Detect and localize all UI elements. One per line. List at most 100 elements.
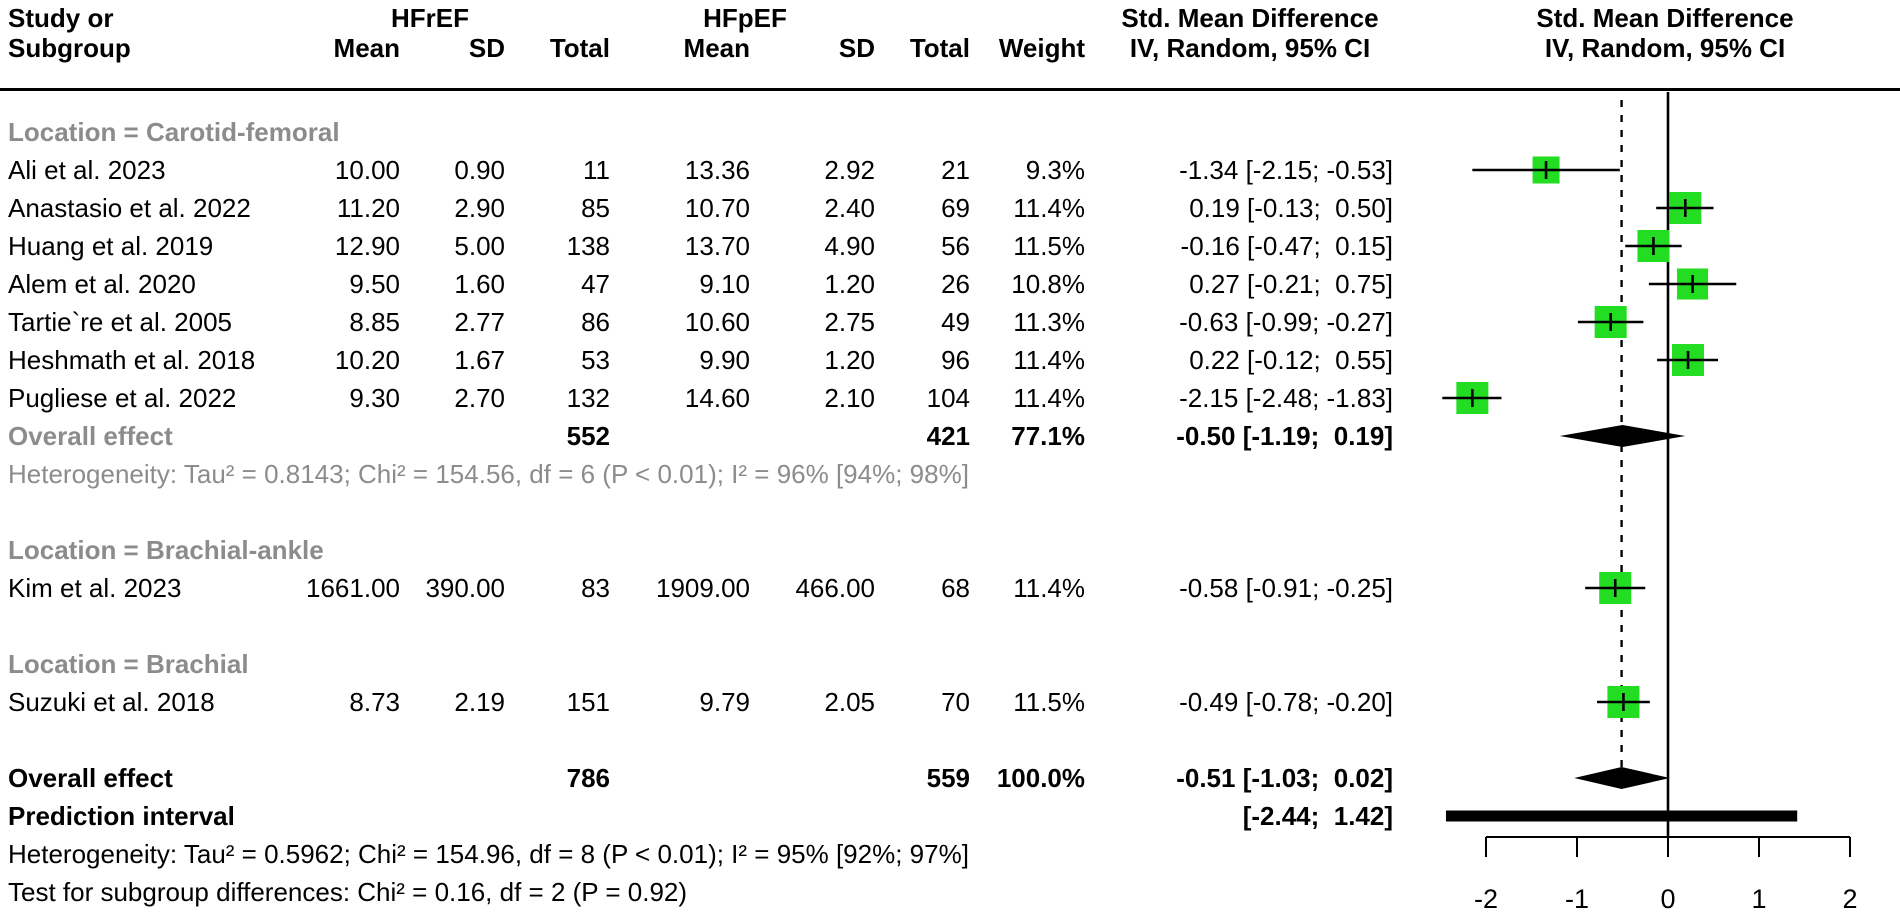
- cell-n2: 96: [941, 345, 970, 375]
- header-group-hfref: HFrEF: [391, 3, 469, 33]
- summary-diamond: [1574, 767, 1670, 789]
- cell-mean2: 9.79: [699, 687, 750, 717]
- cell-weight: 11.4%: [1013, 193, 1085, 223]
- cell-smd_text: 0.19 [-0.13; 0.50]: [1189, 193, 1393, 223]
- cell-sd1: 0.90: [454, 155, 505, 185]
- cell-weight: 11.4%: [1013, 345, 1085, 375]
- cell-weight: 11.4%: [1013, 573, 1085, 603]
- x-axis-tick-label: 1: [1751, 884, 1766, 914]
- table-row: Location = Brachial-ankle: [0, 531, 1900, 569]
- table-row: Location = Brachial: [0, 645, 1900, 683]
- header-mean2: Mean: [683, 33, 750, 63]
- table-row: Location = Carotid-femoral: [0, 113, 1900, 151]
- table-row: Alem et al. 2020 9.50 1.60 47 9.10 1.20 26 10.8…: [0, 265, 1900, 303]
- cell-smd_text: -0.51 [-1.03; 0.02]: [1176, 763, 1393, 793]
- x-axis-tick-label: -2: [1474, 884, 1498, 914]
- table-row: Ali et al. 2023 10.00 0.90 11 13.36 2.92 21 9.3…: [0, 151, 1900, 189]
- cell-weight: 11.3%: [1013, 307, 1085, 337]
- header-rule: [0, 88, 1900, 91]
- cell-n1: 132: [566, 383, 610, 413]
- prediction-interval-bar: [1445, 810, 1798, 822]
- cell-sd1: 1.67: [454, 345, 505, 375]
- cell-mean1: 9.30: [349, 383, 400, 413]
- cell-smd_text: -0.16 [-0.47; 0.15]: [1180, 231, 1393, 261]
- forest-plot: -2 -1 0 1 2: [1442, 92, 1858, 914]
- study-label: Overall effect: [8, 763, 173, 793]
- table-row: Suzuki et al. 2018 8.73 2.19 151 9.79 2.05 70 1…: [0, 683, 1900, 721]
- header-study-line2: Subgroup: [8, 33, 131, 63]
- cell-mean1: 8.85: [349, 307, 400, 337]
- study-label: Suzuki et al. 2018: [8, 687, 215, 717]
- summary-diamond: [1559, 425, 1686, 447]
- cell-weight: 100.0%: [996, 763, 1085, 793]
- cell-smd_text: -1.34 [-2.15; -0.53]: [1179, 155, 1393, 185]
- cell-n1: 47: [581, 269, 610, 299]
- table-row: Heterogeneity: Tau² = 0.5962; Chi² = 154…: [0, 835, 1900, 873]
- cell-n2: 421: [926, 421, 970, 451]
- note-text: Heterogeneity: Tau² = 0.8143; Chi² = 154…: [8, 459, 969, 489]
- table-row: Kim et al. 2023 1661.00 390.00 83 1909.00 466…: [0, 569, 1900, 607]
- table-row: Heshmath et al. 2018 10.20 1.67 53 9.90 1.20 9…: [0, 341, 1900, 379]
- subgroup-label: Location = Carotid-femoral: [8, 117, 340, 147]
- header-plot-title: Std. Mean Difference: [1536, 3, 1794, 33]
- cell-sd1: 2.90: [454, 193, 505, 223]
- study-label: Prediction interval: [8, 801, 235, 831]
- cell-sd1: 2.70: [454, 383, 505, 413]
- header-study-line1: Study or: [8, 3, 114, 33]
- header-mean1: Mean: [333, 33, 400, 63]
- cell-sd1: 2.77: [454, 307, 505, 337]
- cell-n1: 138: [566, 231, 610, 261]
- subgroup-label: Location = Brachial-ankle: [8, 535, 324, 565]
- cell-sd2: 2.75: [824, 307, 875, 337]
- cell-mean1: 10.20: [334, 345, 400, 375]
- table-row: Heterogeneity: Tau² = 0.8143; Chi² = 154…: [0, 455, 1900, 493]
- cell-n2: 56: [941, 231, 970, 261]
- x-axis-tick-label: -1: [1565, 884, 1589, 914]
- header-total2: Total: [909, 33, 970, 63]
- cell-sd2: 1.20: [824, 345, 875, 375]
- cell-sd1: 5.00: [454, 231, 505, 261]
- cell-n2: 70: [941, 687, 970, 717]
- cell-weight: 11.4%: [1013, 383, 1085, 413]
- cell-n2: 26: [941, 269, 970, 299]
- cell-smd_text: -0.49 [-0.78; -0.20]: [1179, 687, 1393, 717]
- cell-weight: 11.5%: [1013, 687, 1085, 717]
- note-text: Test for subgroup differences: Chi² = 0.…: [8, 877, 688, 907]
- table-row: Tartie`re et al. 2005 8.85 2.77 86 10.60 2.75…: [0, 303, 1900, 341]
- cell-mean2: 13.70: [684, 231, 750, 261]
- cell-sd1: 390.00: [425, 573, 505, 603]
- cell-mean2: 1909.00: [656, 573, 750, 603]
- subgroup-label: Location = Brachial: [8, 649, 249, 679]
- cell-weight: 9.3%: [1025, 155, 1085, 185]
- header-plot-sub: IV, Random, 95% CI: [1544, 33, 1786, 63]
- cell-mean2: 9.10: [699, 269, 750, 299]
- cell-n1: 552: [566, 421, 610, 451]
- cell-mean2: 9.90: [699, 345, 750, 375]
- cell-n1: 53: [581, 345, 610, 375]
- table-rows: Location = Carotid-femoral Ali et al. 202…: [0, 113, 1900, 911]
- study-label: Heshmath et al. 2018: [8, 345, 256, 375]
- cell-mean2: 10.70: [684, 193, 750, 223]
- cell-mean2: 13.36: [684, 155, 750, 185]
- header-smd-sub: IV, Random, 95% CI: [1129, 33, 1371, 63]
- x-axis-tick-label: 0: [1660, 884, 1675, 914]
- study-label: Ali et al. 2023: [8, 155, 166, 185]
- cell-sd2: 466.00: [795, 573, 875, 603]
- study-label: Tartie`re et al. 2005: [8, 307, 233, 337]
- study-label: Overall effect: [8, 421, 173, 451]
- cell-sd1: 1.60: [454, 269, 505, 299]
- table-row: Pugliese et al. 2022 9.30 2.70 132 14.60 2.10…: [0, 379, 1900, 417]
- cell-smd_text: 0.27 [-0.21; 0.75]: [1189, 269, 1393, 299]
- header-sd2: SD: [838, 33, 875, 63]
- study-label: Alem et al. 2020: [8, 269, 196, 299]
- cell-smd_text: -0.63 [-0.99; -0.27]: [1179, 307, 1393, 337]
- cell-n2: 68: [941, 573, 970, 603]
- table-row: Prediction interval [-2.44; 1.42]: [0, 797, 1900, 835]
- cell-smd_text: -0.58 [-0.91; -0.25]: [1179, 573, 1393, 603]
- table-row: Huang et al. 2019 12.90 5.00 138 13.70 4.90 56…: [0, 227, 1900, 265]
- note-text: Heterogeneity: Tau² = 0.5962; Chi² = 154…: [8, 839, 969, 869]
- table-row: Test for subgroup differences: Chi² = 0.…: [0, 873, 1900, 911]
- header-sd1: SD: [468, 33, 505, 63]
- cell-smd_text: -0.50 [-1.19; 0.19]: [1176, 421, 1393, 451]
